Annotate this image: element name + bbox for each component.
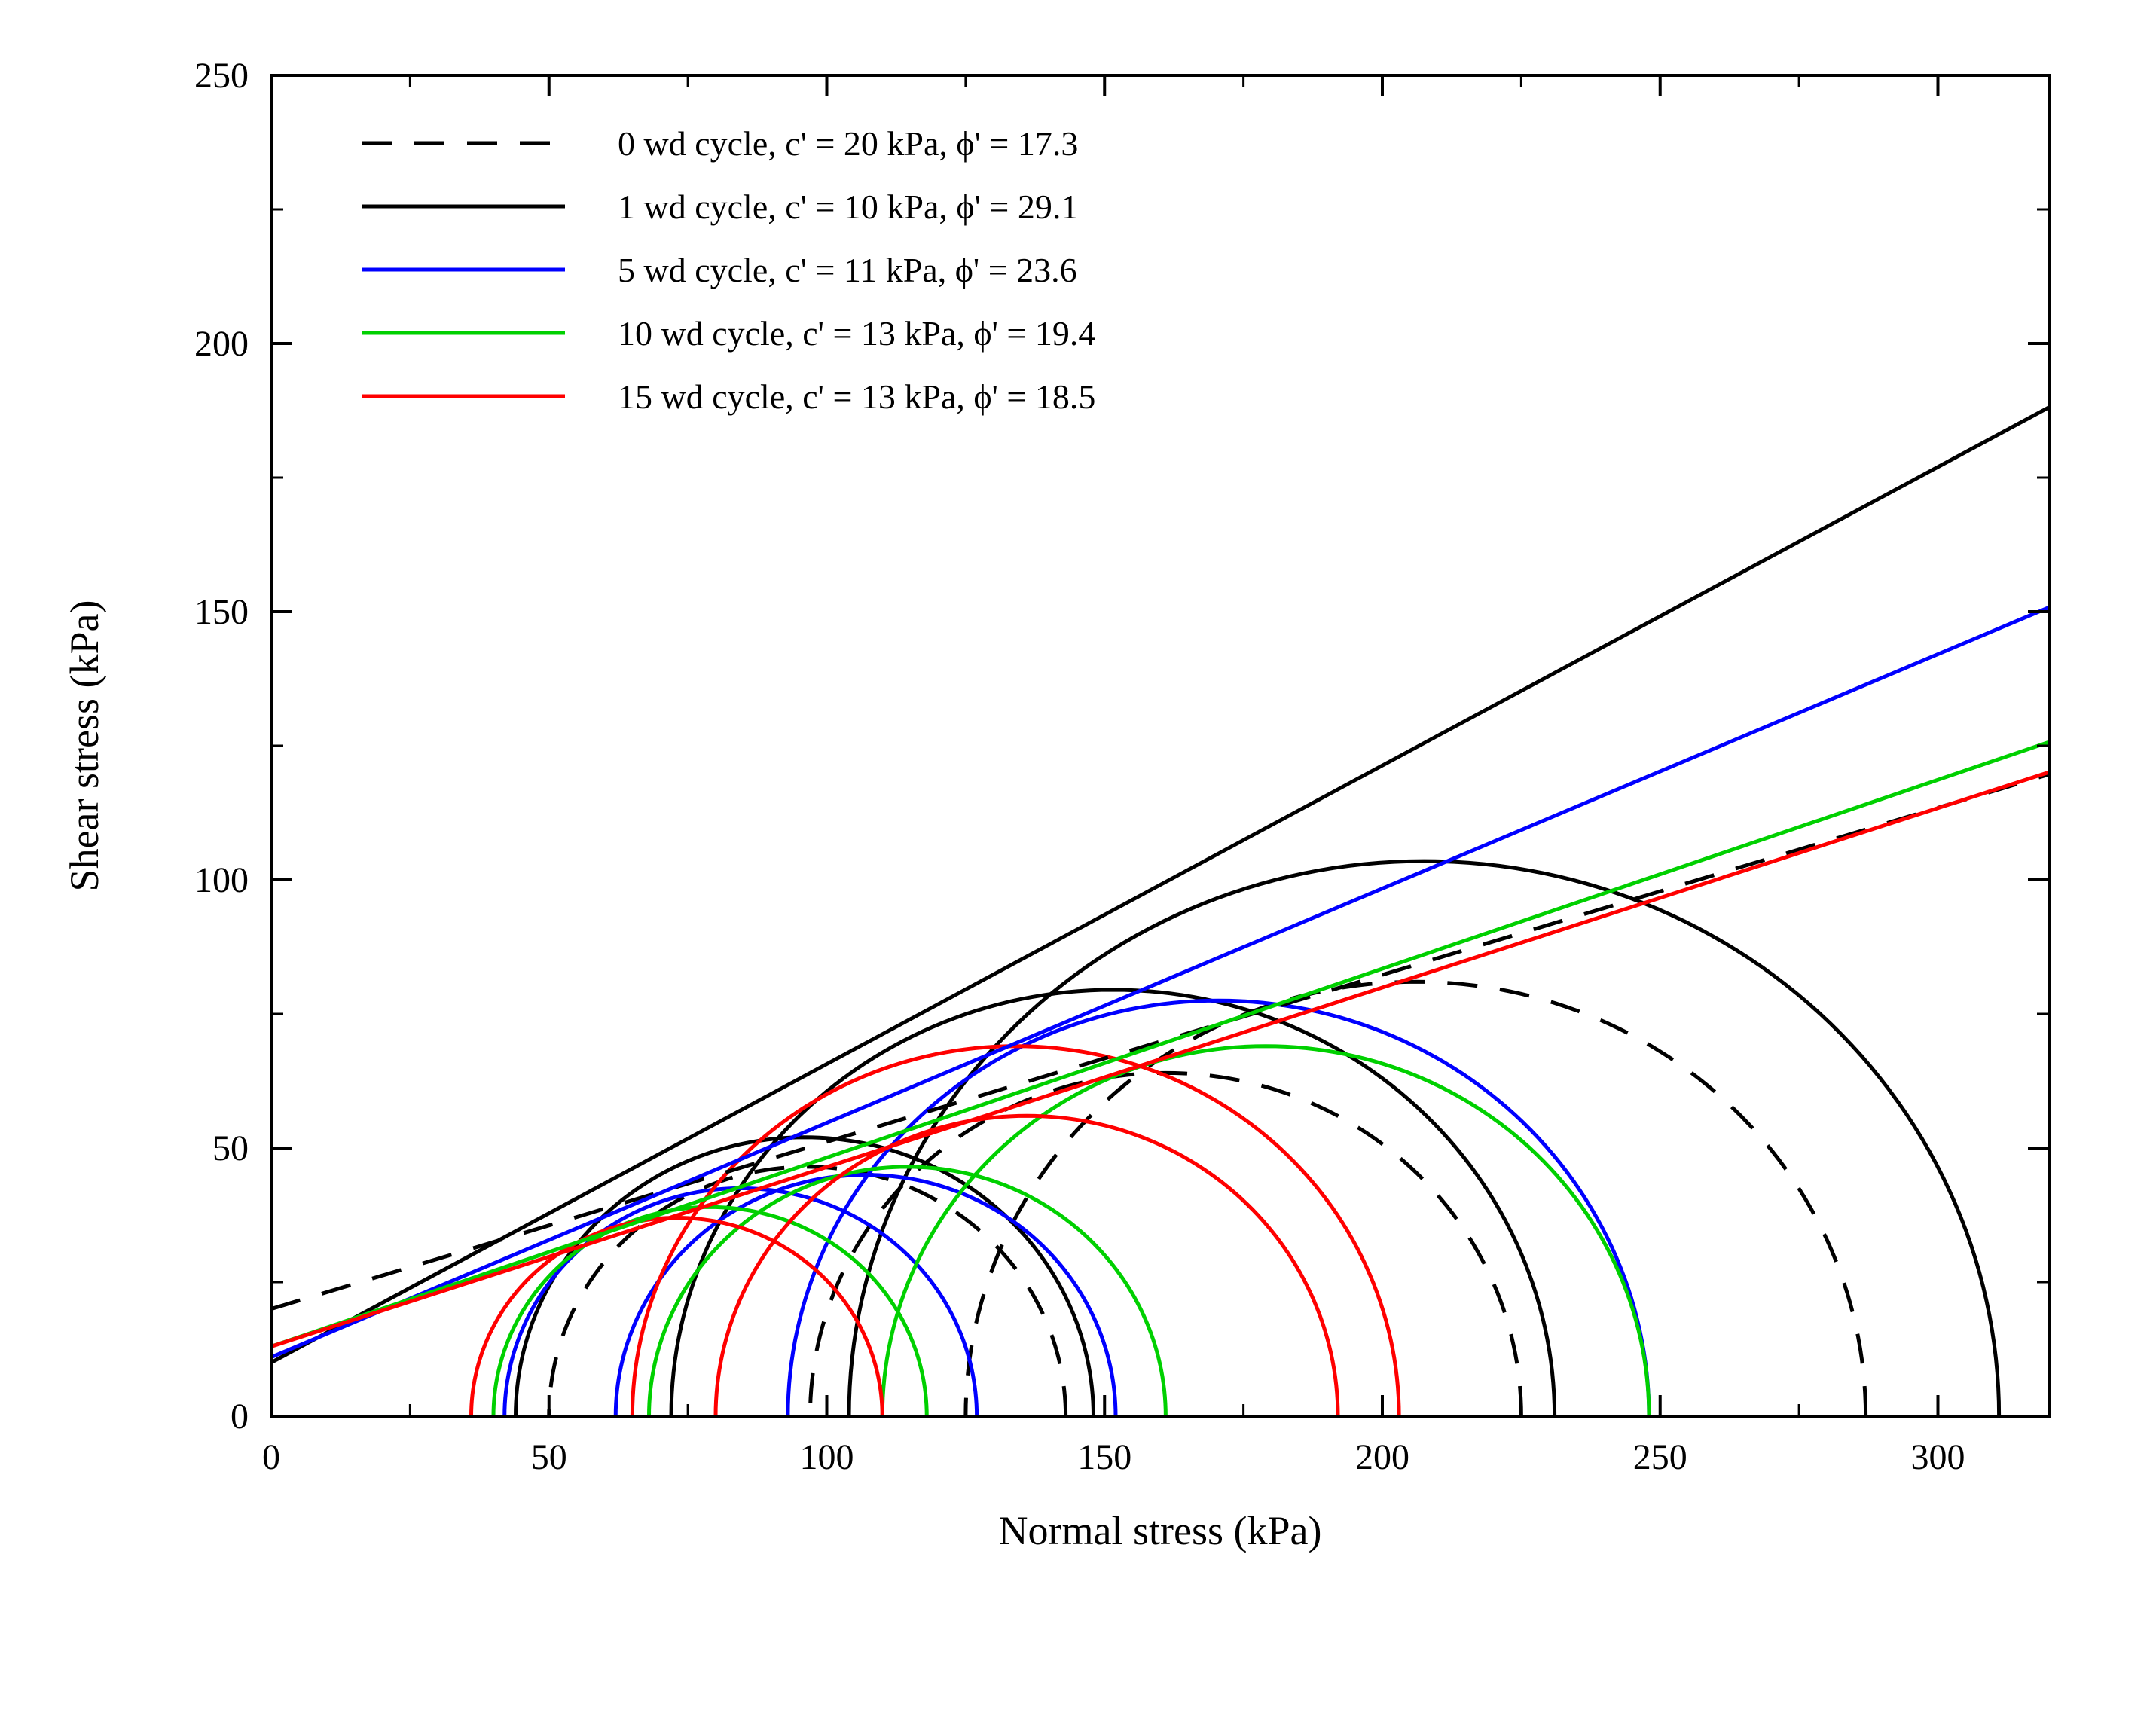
- legend-label: 1 wd cycle, c' = 10 kPa, ϕ' = 29.1: [618, 188, 1078, 226]
- y-tick-label: 50: [212, 1128, 249, 1168]
- x-tick-label: 100: [800, 1437, 854, 1477]
- x-tick-label: 300: [1911, 1437, 1965, 1477]
- x-axis-label: Normal stress (kPa): [999, 1508, 1322, 1553]
- x-tick-label: 200: [1355, 1437, 1409, 1477]
- y-tick-label: 150: [194, 592, 249, 632]
- x-tick-label: 150: [1077, 1437, 1131, 1477]
- x-tick-label: 250: [1633, 1437, 1687, 1477]
- x-tick-label: 50: [531, 1437, 567, 1477]
- legend-label: 5 wd cycle, c' = 11 kPa, ϕ' = 23.6: [618, 251, 1077, 289]
- y-tick-label: 250: [194, 56, 249, 96]
- chart-container: 0 50 100 150 200 250 300 0 50 100 150 200 250 Normal …: [0, 0, 2156, 1716]
- y-axis-label: Shear stress (kPa): [62, 600, 107, 892]
- y-tick-label: 100: [194, 860, 249, 900]
- legend-label: 10 wd cycle, c' = 13 kPa, ϕ' = 19.4: [618, 314, 1095, 353]
- x-tick-label: 0: [262, 1437, 280, 1477]
- y-tick-label: 0: [231, 1397, 249, 1437]
- mohr-chart: 0 50 100 150 200 250 300 0 50 100 150 200 250 Normal …: [0, 0, 2156, 1716]
- y-tick-label: 200: [194, 324, 249, 364]
- legend-label: 15 wd cycle, c' = 13 kPa, ϕ' = 18.5: [618, 377, 1095, 416]
- legend-label: 0 wd cycle, c' = 20 kPa, ϕ' = 17.3: [618, 124, 1078, 163]
